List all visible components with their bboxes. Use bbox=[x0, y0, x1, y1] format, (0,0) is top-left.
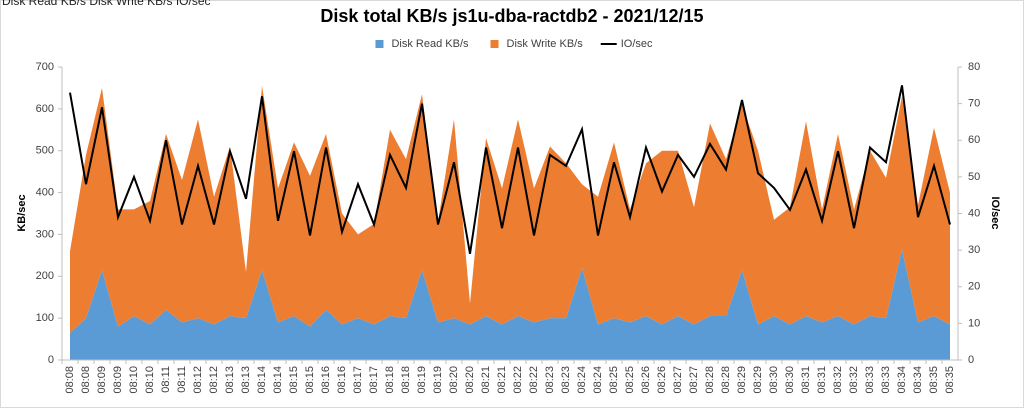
x-tick-label: 08:17 bbox=[352, 366, 364, 394]
x-tick-label: 08:33 bbox=[880, 366, 892, 394]
legend-swatch bbox=[490, 40, 499, 48]
x-tick-label: 08:13 bbox=[224, 366, 236, 394]
y2-tick-label: 0 bbox=[968, 354, 974, 366]
x-tick-label: 08:24 bbox=[576, 366, 588, 394]
x-tick-label: 08:14 bbox=[256, 366, 268, 394]
x-tick-label: 08:27 bbox=[688, 366, 700, 394]
x-tick-label: 08:26 bbox=[656, 366, 668, 394]
x-tick-label: 08:10 bbox=[128, 366, 140, 394]
x-tick-label: 08:11 bbox=[176, 366, 188, 393]
x-tick-label: 08:18 bbox=[400, 366, 412, 394]
x-tick-label: 08:23 bbox=[560, 366, 572, 394]
sheet-header-text: Disk Read KB/s Disk Write KB/s IO/sec bbox=[2, 0, 211, 8]
x-tick-label: 08:29 bbox=[736, 366, 748, 394]
x-tick-label: 08:16 bbox=[320, 366, 332, 394]
y-tick-label: 100 bbox=[36, 312, 54, 324]
y-tick-label: 700 bbox=[36, 61, 54, 73]
x-tick-label: 08:26 bbox=[640, 366, 652, 394]
x-tick-label: 08:09 bbox=[96, 366, 108, 394]
legend-label: Disk Write KB/s bbox=[507, 38, 584, 50]
x-tick-label: 08:31 bbox=[816, 366, 828, 394]
x-tick-label: 08:31 bbox=[800, 366, 812, 394]
y2-tick-label: 50 bbox=[968, 171, 980, 183]
y-tick-label: 300 bbox=[36, 228, 54, 240]
x-tick-label: 08:24 bbox=[592, 366, 604, 394]
y-tick-label: 0 bbox=[48, 354, 54, 366]
x-tick-label: 08:35 bbox=[928, 366, 940, 394]
x-tick-label: 08:34 bbox=[896, 366, 908, 394]
x-tick-label: 08:21 bbox=[480, 366, 492, 394]
x-tick-label: 08:21 bbox=[496, 366, 508, 394]
x-tick-label: 08:12 bbox=[208, 366, 220, 394]
y-tick-label: 400 bbox=[36, 186, 54, 198]
x-tick-label: 08:30 bbox=[784, 366, 796, 394]
x-tick-label: 08:33 bbox=[864, 366, 876, 394]
x-tick-label: 08:14 bbox=[272, 366, 284, 394]
x-tick-label: 08:20 bbox=[464, 366, 476, 394]
x-tick-label: 08:09 bbox=[112, 366, 124, 394]
x-tick-label: 08:19 bbox=[432, 366, 444, 394]
x-tick-label: 08:12 bbox=[192, 366, 204, 394]
y2-axis-title: IO/sec bbox=[989, 196, 1001, 229]
y-tick-label: 600 bbox=[36, 103, 54, 115]
legend-label: Disk Read KB/s bbox=[391, 38, 469, 50]
x-tick-label: 08:22 bbox=[528, 366, 540, 394]
y-tick-label: 500 bbox=[36, 145, 54, 157]
y2-tick-label: 30 bbox=[968, 244, 980, 256]
x-tick-label: 08:29 bbox=[752, 366, 764, 394]
x-tick-label: 08:34 bbox=[912, 366, 924, 394]
legend-label: IO/sec bbox=[621, 38, 653, 50]
x-tick-label: 08:10 bbox=[144, 366, 156, 394]
x-tick-label: 08:32 bbox=[848, 366, 860, 394]
y2-tick-label: 80 bbox=[968, 61, 980, 73]
chart-title: Disk total KB/s js1u-dba-ractdb2 - 2021/… bbox=[320, 6, 703, 26]
x-tick-label: 08:19 bbox=[416, 366, 428, 394]
x-tick-label: 08:08 bbox=[80, 366, 92, 394]
x-tick-label: 08:28 bbox=[704, 366, 716, 394]
y2-tick-label: 10 bbox=[968, 317, 980, 329]
area-series bbox=[70, 85, 950, 333]
x-tick-label: 08:23 bbox=[544, 366, 556, 394]
x-tick-label: 08:11 bbox=[160, 366, 172, 393]
x-tick-label: 08:35 bbox=[944, 366, 956, 394]
y2-tick-label: 60 bbox=[968, 134, 980, 146]
x-tick-label: 08:22 bbox=[512, 366, 524, 394]
x-tick-label: 08:08 bbox=[64, 366, 76, 394]
x-tick-label: 08:15 bbox=[304, 366, 316, 394]
x-tick-label: 08:18 bbox=[384, 366, 396, 394]
x-tick-label: 08:32 bbox=[832, 366, 844, 394]
x-tick-label: 08:28 bbox=[720, 366, 732, 394]
area-series bbox=[70, 249, 950, 360]
y-axis-title: KB/sec bbox=[16, 194, 28, 231]
y2-tick-label: 20 bbox=[968, 281, 980, 293]
x-tick-label: 08:17 bbox=[368, 366, 380, 394]
legend-swatch bbox=[375, 40, 384, 48]
y-tick-label: 200 bbox=[36, 270, 54, 282]
x-tick-label: 08:25 bbox=[608, 366, 620, 394]
x-tick-label: 08:15 bbox=[288, 366, 300, 394]
line-series bbox=[69, 85, 951, 254]
x-tick-label: 08:13 bbox=[240, 366, 252, 394]
x-tick-label: 08:27 bbox=[672, 366, 684, 394]
x-tick-label: 08:16 bbox=[336, 366, 348, 394]
y2-tick-label: 40 bbox=[968, 207, 980, 219]
y2-tick-label: 70 bbox=[968, 98, 980, 110]
x-tick-label: 08:25 bbox=[624, 366, 636, 394]
x-tick-label: 08:30 bbox=[768, 366, 780, 394]
x-tick-label: 08:20 bbox=[448, 366, 460, 394]
